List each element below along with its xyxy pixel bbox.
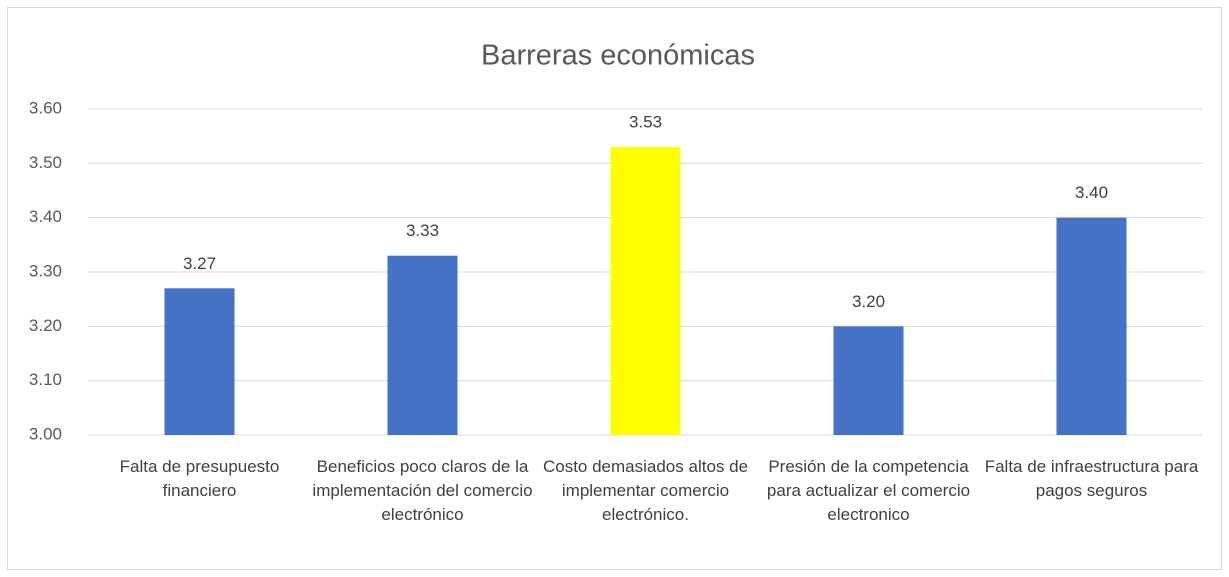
data-label: 3.27	[183, 254, 216, 273]
x-tick-label: Falta de presupuesto financiero	[119, 457, 280, 500]
data-label: 3.33	[406, 221, 439, 240]
data-label: 3.40	[1075, 183, 1108, 202]
x-tick-label: Falta de infraestructura para pagos segu…	[984, 457, 1199, 500]
bar	[387, 255, 458, 435]
y-tick-label: 3.60	[29, 98, 62, 117]
x-tick-label: Costo demasiados altos de implementar co…	[542, 457, 749, 524]
y-tick-label: 3.10	[29, 370, 62, 389]
y-tick-label: 3.20	[29, 316, 62, 335]
y-tick-label: 3.40	[29, 207, 62, 226]
bar	[164, 288, 235, 435]
data-label: 3.53	[629, 113, 662, 132]
x-tick-label: Presión de la competencia para actualiza…	[766, 457, 971, 524]
bar	[833, 326, 904, 435]
x-tick-label: Beneficios poco claros de la implementac…	[312, 457, 533, 524]
chart-title: Barreras económicas	[481, 40, 755, 72]
y-tick-label: 3.30	[29, 261, 62, 280]
y-tick-label: 3.50	[29, 153, 62, 172]
bar	[1056, 217, 1127, 435]
data-label: 3.20	[852, 292, 885, 311]
bar	[610, 147, 681, 436]
y-tick-label: 3.00	[29, 424, 62, 443]
